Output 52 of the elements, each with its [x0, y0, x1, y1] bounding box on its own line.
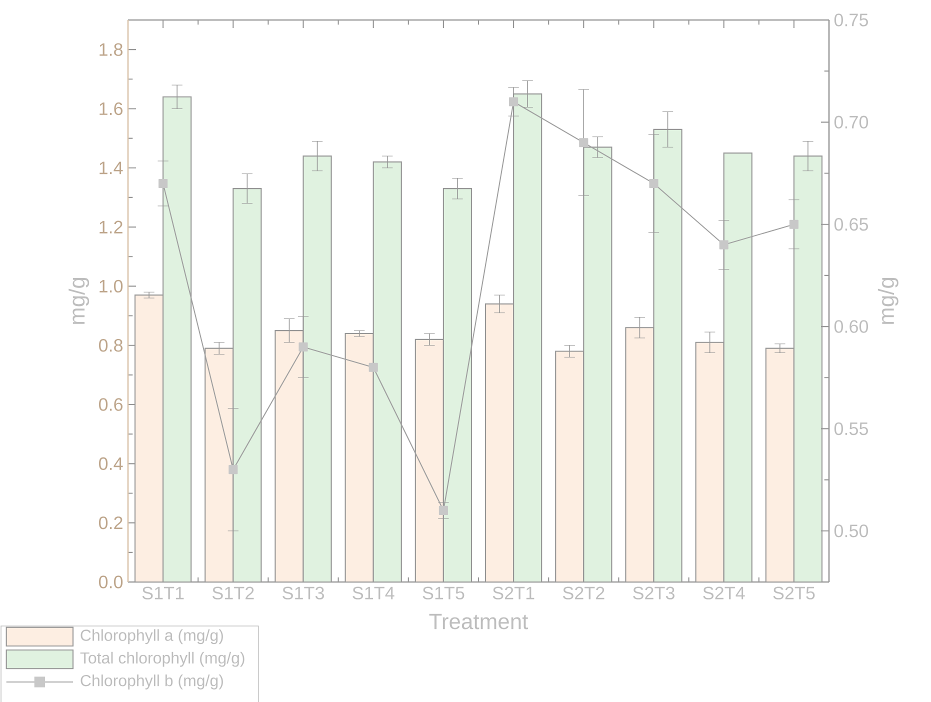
bar — [372, 161, 402, 582]
bar — [723, 152, 752, 582]
x-tick-label: S2T5 — [773, 586, 815, 600]
y-tick-label: 1.0 — [100, 280, 123, 293]
point — [228, 465, 238, 474]
legend-label: Chlorophyll a (mg/g) — [80, 629, 223, 644]
point — [158, 178, 168, 188]
bar — [232, 188, 262, 582]
bar — [513, 93, 542, 582]
y-tick-label: 1.2 — [100, 220, 122, 234]
y-tick-label: 1.6 — [100, 102, 123, 116]
y-tick-label: 1.8 — [100, 43, 123, 56]
y2-axis-title: mg/g — [878, 278, 898, 324]
y-tick-label: 0.8 — [98, 338, 123, 352]
y-axis-title: mg/g — [68, 278, 90, 324]
y2-tick-label: 0.70 — [834, 116, 868, 129]
bar — [653, 128, 682, 582]
y2-tick-label: 0.75 — [834, 14, 868, 26]
x-tick-label: S2T3 — [633, 586, 674, 600]
x-tick-label: S1T4 — [352, 586, 394, 600]
y2-tick-label: 0.55 — [834, 422, 868, 436]
x-tick-label: S2T2 — [562, 586, 604, 600]
bar — [302, 156, 332, 582]
bar — [793, 156, 823, 582]
x-tick-label: S1T3 — [282, 586, 324, 600]
point — [509, 97, 518, 106]
x-tick-label: S2T1 — [492, 586, 534, 600]
x-tick-label: S1T5 — [422, 586, 464, 600]
x-tick-label: S1T1 — [142, 586, 184, 600]
y-tick-label: 0.0 — [98, 576, 123, 588]
point — [649, 178, 658, 188]
point — [298, 342, 308, 352]
x-tick-label: S2T4 — [703, 586, 745, 600]
bar — [583, 146, 612, 582]
legend-label: Chlorophyll b (mg/g) — [80, 674, 223, 690]
y-tick-label: 0.6 — [98, 398, 123, 411]
y2-tick-label: 0.60 — [834, 320, 868, 333]
point — [438, 506, 448, 515]
point — [368, 362, 378, 372]
y-tick-label: 0.2 — [98, 516, 122, 530]
y-tick-label: 1.4 — [100, 162, 123, 174]
point — [719, 240, 728, 250]
point — [579, 138, 588, 148]
x-tick-label: S1T2 — [212, 586, 254, 600]
point — [789, 220, 798, 229]
y2-tick-label: 0.65 — [834, 218, 868, 231]
y2-tick-label: 0.50 — [834, 524, 868, 538]
bar — [442, 188, 472, 582]
x-axis-title: Treatment — [429, 614, 528, 630]
y-tick-label: 0.4 — [98, 457, 123, 470]
legend-label: Total chlorophyll (mg/g) — [80, 652, 244, 667]
bar — [162, 96, 192, 582]
